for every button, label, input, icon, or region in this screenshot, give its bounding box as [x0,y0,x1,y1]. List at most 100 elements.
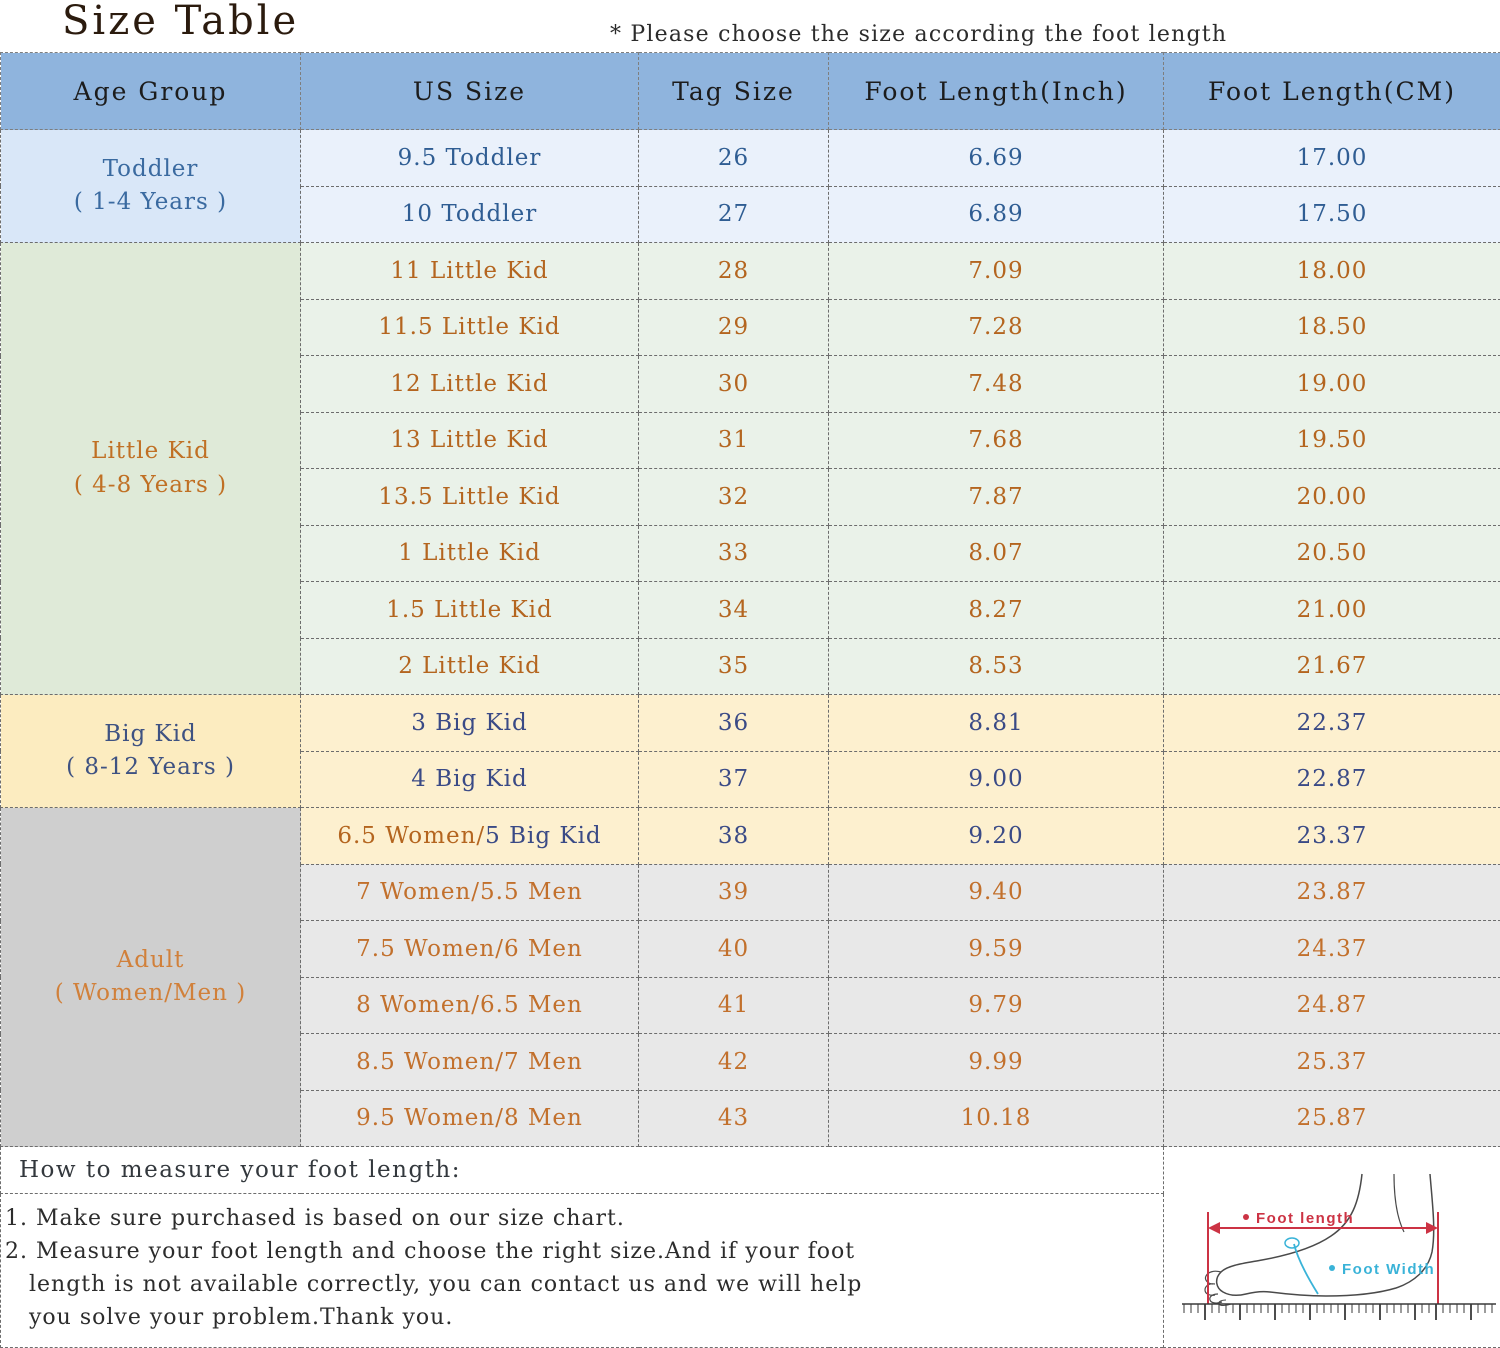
cell-foot-inch: 7.48 [829,356,1164,413]
cell-foot-inch: 6.69 [829,130,1164,187]
cell-us-size: 6.5 Women/5 Big Kid [301,808,639,865]
cell-us-size: 1 Little Kid [301,525,639,582]
cell-foot-inch: 10.18 [829,1090,1164,1147]
cell-foot-inch: 9.59 [829,921,1164,978]
page-title: Size Table [62,0,299,44]
cell-foot-inch: 7.68 [829,412,1164,469]
cell-us-size: 9.5 Toddler [301,130,639,187]
group-range: ( 8-12 Years ) [1,751,300,784]
length-bullet-icon [1243,1214,1249,1220]
cell-tag-size: 32 [639,469,829,526]
cell-us-size: 7.5 Women/6 Men [301,921,639,978]
table-header-row: Age Group US Size Tag Size Foot Length(I… [1,53,1500,130]
instruction-line: 2. Measure your foot length and choose t… [5,1235,1163,1268]
cell-foot-inch: 9.99 [829,1034,1164,1091]
cell-foot-cm: 23.87 [1164,864,1500,921]
cell-foot-cm: 20.50 [1164,525,1500,582]
cell-tag-size: 43 [639,1090,829,1147]
arrow-head-right-icon [1426,1222,1438,1234]
cell-foot-cm: 19.00 [1164,356,1500,413]
cell-us-size: 2 Little Kid [301,638,639,695]
ruler-ticks [1182,1304,1492,1320]
cell-us-size: 12 Little Kid [301,356,639,413]
column-header-age-group: Age Group [1,53,301,130]
cell-foot-cm: 18.50 [1164,299,1500,356]
cell-tag-size: 31 [639,412,829,469]
us-size-bigkid-part: 5 Big Kid [485,823,602,849]
group-label-big-kid: Big Kid ( 8-12 Years ) [1,695,301,808]
group-range: ( Women/Men ) [1,977,300,1010]
cell-foot-cm: 17.50 [1164,186,1500,243]
cell-tag-size: 38 [639,808,829,865]
cell-foot-cm: 21.00 [1164,582,1500,639]
column-header-us-size: US Size [301,53,639,130]
table-row: Little Kid ( 4-8 Years ) 11 Little Kid 2… [1,243,1500,300]
foot-width-top-marker [1285,1238,1299,1248]
footer-instructions: 1. Make sure purchased is based on our s… [1,1194,1164,1348]
group-label-adult: Adult ( Women/Men ) [1,808,301,1147]
group-label-toddler: Toddler ( 1-4 Years ) [1,130,301,243]
cell-foot-inch: 9.40 [829,864,1164,921]
instruction-line: you solve your problem.Thank you. [5,1301,1163,1334]
cell-tag-size: 35 [639,638,829,695]
cell-foot-cm: 21.67 [1164,638,1500,695]
cell-tag-size: 41 [639,977,829,1034]
cell-foot-cm: 25.37 [1164,1034,1500,1091]
cell-us-size: 9.5 Women/8 Men [301,1090,639,1147]
group-name: Big Kid [104,721,197,747]
ankle-line [1394,1174,1404,1232]
group-range: ( 4-8 Years ) [1,469,300,502]
cell-us-size: 13.5 Little Kid [301,469,639,526]
footer-heading: How to measure your foot length: [1,1147,1164,1194]
table-row: Toddler ( 1-4 Years ) 9.5 Toddler 26 6.6… [1,130,1500,187]
cell-us-size: 7 Women/5.5 Men [301,864,639,921]
column-header-tag-size: Tag Size [639,53,829,130]
cell-us-size: 3 Big Kid [301,695,639,752]
cell-us-size: 11.5 Little Kid [301,299,639,356]
group-name: Little Kid [91,438,210,464]
cell-tag-size: 36 [639,695,829,752]
cell-foot-cm: 18.00 [1164,243,1500,300]
arrow-head-left-icon [1208,1222,1220,1234]
cell-tag-size: 30 [639,356,829,413]
group-label-little-kid: Little Kid ( 4-8 Years ) [1,243,301,695]
cell-tag-size: 28 [639,243,829,300]
cell-foot-inch: 7.28 [829,299,1164,356]
cell-foot-inch: 7.87 [829,469,1164,526]
cell-us-size: 8 Women/6.5 Men [301,977,639,1034]
cell-foot-cm: 22.37 [1164,695,1500,752]
width-bullet-icon [1329,1265,1335,1271]
size-table: Age Group US Size Tag Size Foot Length(I… [0,52,1500,1348]
column-header-foot-cm: Foot Length(CM) [1164,53,1500,130]
cell-foot-inch: 9.79 [829,977,1164,1034]
cell-foot-cm: 22.87 [1164,751,1500,808]
cell-foot-cm: 25.87 [1164,1090,1500,1147]
cell-us-size: 8.5 Women/7 Men [301,1034,639,1091]
footer-heading-row: How to measure your foot length: [1,1147,1500,1194]
cell-tag-size: 37 [639,751,829,808]
cell-foot-inch: 6.89 [829,186,1164,243]
cell-tag-size: 29 [639,299,829,356]
cell-foot-inch: 9.00 [829,751,1164,808]
foot-diagram-svg: Foot length Foot Width [1182,1172,1496,1322]
cell-foot-inch: 7.09 [829,243,1164,300]
cell-tag-size: 40 [639,921,829,978]
foot-width-label: Foot Width [1342,1261,1435,1278]
cell-foot-inch: 8.81 [829,695,1164,752]
cell-foot-cm: 24.37 [1164,921,1500,978]
foot-measure-diagram-cell: Foot length Foot Width [1164,1147,1500,1348]
us-size-women-part: 6.5 Women/ [337,823,485,849]
cell-us-size: 4 Big Kid [301,751,639,808]
column-header-foot-inch: Foot Length(Inch) [829,53,1164,130]
foot-length-label: Foot length [1256,1210,1354,1227]
cell-us-size: 11 Little Kid [301,243,639,300]
cell-foot-cm: 20.00 [1164,469,1500,526]
instruction-line: length is not available correctly, you c… [5,1268,1163,1301]
cell-foot-cm: 24.87 [1164,977,1500,1034]
table-row: Big Kid ( 8-12 Years ) 3 Big Kid 36 8.81… [1,695,1500,752]
cell-foot-inch: 9.20 [829,808,1164,865]
cell-us-size: 10 Toddler [301,186,639,243]
cell-foot-inch: 8.27 [829,582,1164,639]
group-name: Adult [117,947,185,973]
